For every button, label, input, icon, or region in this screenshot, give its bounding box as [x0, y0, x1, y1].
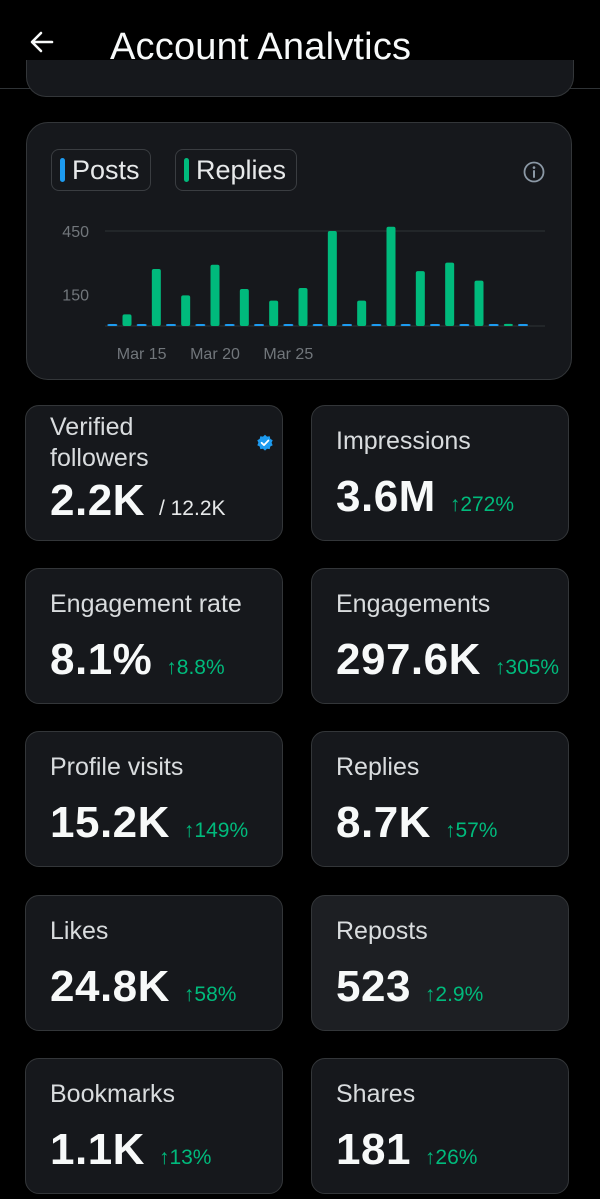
- stat-card-engagements[interactable]: Engagements 297.6K ↑305%: [311, 568, 569, 704]
- bar-posts-apr-2[interactable]: [400, 324, 411, 326]
- stat-change: ↑2.9%: [424, 983, 484, 1006]
- bar-chart: 150 450 Mar 15 Mar 20 Mar 25: [62, 224, 545, 363]
- stat-value-row: 15.2K ↑149%: [50, 798, 248, 848]
- stat-value: 3.6M: [336, 472, 436, 521]
- legend-replies-label: Replies: [196, 154, 287, 185]
- bar-posts-mar-27[interactable]: [312, 324, 323, 326]
- stat-card-verified-followers[interactable]: Verified followers 2.2K / 12.2K: [25, 405, 283, 541]
- bar-replies-mar-26[interactable]: [298, 288, 308, 326]
- stat-label: Profile visits: [50, 753, 184, 781]
- stat-value: 24.8K: [50, 962, 170, 1011]
- back-button[interactable]: [22, 22, 62, 62]
- bar-replies-mar-22[interactable]: [239, 289, 249, 326]
- bar-posts-apr-4[interactable]: [430, 324, 440, 326]
- legend-replies[interactable]: Replies: [175, 149, 298, 191]
- bar-replies-apr-1[interactable]: [386, 226, 396, 326]
- stat-card-reposts[interactable]: Reposts 523 ↑2.9%: [311, 895, 569, 1031]
- verified-badge-icon: [257, 434, 273, 451]
- stat-change: ↑57%: [444, 819, 498, 842]
- stat-label: Verified followers: [50, 413, 149, 472]
- stat-label: Reposts: [336, 917, 428, 945]
- stat-label: Impressions: [336, 427, 471, 455]
- bar-replies-mar-14[interactable]: [122, 314, 132, 326]
- bar-replies-mar-24[interactable]: [269, 300, 279, 326]
- stat-value-row: 24.8K ↑58%: [50, 962, 236, 1012]
- bar-replies-apr-9[interactable]: [503, 323, 513, 326]
- y-tick-label: 150: [62, 287, 89, 304]
- legend-posts[interactable]: Posts: [51, 149, 151, 191]
- stat-value: 297.6K: [336, 635, 481, 684]
- stat-label: Replies: [336, 753, 420, 781]
- bar-replies-apr-3[interactable]: [415, 271, 425, 326]
- bar-replies-mar-28[interactable]: [327, 231, 337, 326]
- bar-posts-apr-8[interactable]: [488, 324, 499, 326]
- stat-value: 2.2K: [50, 476, 145, 525]
- bar-posts-mar-25[interactable]: [283, 324, 294, 326]
- stat-value: 8.1%: [50, 635, 153, 684]
- stat-card-replies[interactable]: Replies 8.7K ↑57%: [311, 731, 569, 867]
- stat-change: ↑58%: [183, 983, 237, 1006]
- legend-posts-label: Posts: [72, 154, 140, 185]
- stat-value-row: 8.1% ↑8.8%: [50, 635, 225, 685]
- bar-posts-mar-17[interactable]: [166, 324, 176, 326]
- x-tick-label: Mar 15: [117, 346, 167, 363]
- previous-card: [26, 60, 574, 97]
- arrow-left-icon: [30, 31, 54, 53]
- bar-replies-mar-16[interactable]: [151, 269, 161, 326]
- stat-value-row: 297.6K ↑305%: [336, 635, 559, 685]
- bar-replies-mar-18[interactable]: [181, 295, 191, 326]
- stat-value: 1.1K: [50, 1125, 145, 1174]
- bar-replies-apr-5[interactable]: [445, 262, 455, 326]
- stat-change: ↑13%: [158, 1146, 212, 1169]
- posts-swatch: [60, 158, 65, 182]
- info-circle-icon[interactable]: [523, 161, 545, 183]
- stat-change: ↑149%: [183, 819, 249, 842]
- bar-posts-apr-6[interactable]: [459, 324, 470, 326]
- bar-posts-mar-15[interactable]: [136, 324, 147, 326]
- stat-change: ↑26%: [424, 1146, 478, 1169]
- stat-value-row: 523 ↑2.9%: [336, 962, 483, 1012]
- stat-value-row: 3.6M ↑272%: [336, 472, 514, 522]
- stat-change: ↑8.8%: [166, 656, 225, 679]
- bar-posts-mar-31[interactable]: [371, 324, 382, 326]
- x-tick-label: Mar 25: [263, 346, 313, 363]
- stat-total: / 12.2K: [158, 497, 226, 520]
- stat-value: 15.2K: [50, 798, 170, 847]
- stat-card-impressions[interactable]: Impressions 3.6M ↑272%: [311, 405, 569, 541]
- stat-change: ↑272%: [449, 493, 515, 516]
- stat-value: 523: [336, 962, 411, 1011]
- bar-posts-mar-29[interactable]: [342, 324, 352, 326]
- stat-label: Bookmarks: [50, 1080, 176, 1108]
- stat-change: ↑305%: [494, 656, 560, 679]
- stat-value: 181: [336, 1125, 411, 1174]
- stat-label: Shares: [336, 1080, 416, 1108]
- bar-posts-apr-10[interactable]: [518, 324, 528, 326]
- stat-value-row: 2.2K / 12.2K: [50, 476, 226, 526]
- bar-posts-mar-23[interactable]: [254, 324, 264, 326]
- replies-swatch: [184, 158, 189, 182]
- bar-replies-mar-30[interactable]: [357, 300, 367, 326]
- stat-card-shares[interactable]: Shares 181 ↑26%: [311, 1058, 569, 1194]
- activity-chart-card: Posts Replies 150 450 Mar 15 Mar 20 Mar 25: [26, 122, 572, 380]
- stat-card-likes[interactable]: Likes 24.8K ↑58%: [25, 895, 283, 1031]
- stat-label: Engagements: [336, 590, 491, 618]
- stat-card-engagement-rate[interactable]: Engagement rate 8.1% ↑8.8%: [25, 568, 283, 704]
- stat-value-row: 1.1K ↑13%: [50, 1125, 211, 1175]
- x-tick-label: Mar 20: [190, 346, 240, 363]
- stat-value-row: 181 ↑26%: [336, 1125, 477, 1175]
- y-tick-label: 450: [62, 224, 89, 241]
- bar-replies-apr-7[interactable]: [474, 280, 484, 326]
- stat-value: 8.7K: [336, 798, 431, 847]
- bar-posts-mar-13[interactable]: [107, 324, 118, 326]
- stat-value-row: 8.7K ↑57%: [336, 798, 497, 848]
- bar-posts-mar-19[interactable]: [195, 324, 206, 326]
- bar-posts-mar-21[interactable]: [224, 324, 235, 326]
- stat-label: Likes: [50, 917, 109, 945]
- stat-card-bookmarks[interactable]: Bookmarks 1.1K ↑13%: [25, 1058, 283, 1194]
- stat-card-profile-visits[interactable]: Profile visits 15.2K ↑149%: [25, 731, 283, 867]
- bar-replies-mar-20[interactable]: [210, 264, 220, 326]
- stat-label: Engagement rate: [50, 590, 242, 618]
